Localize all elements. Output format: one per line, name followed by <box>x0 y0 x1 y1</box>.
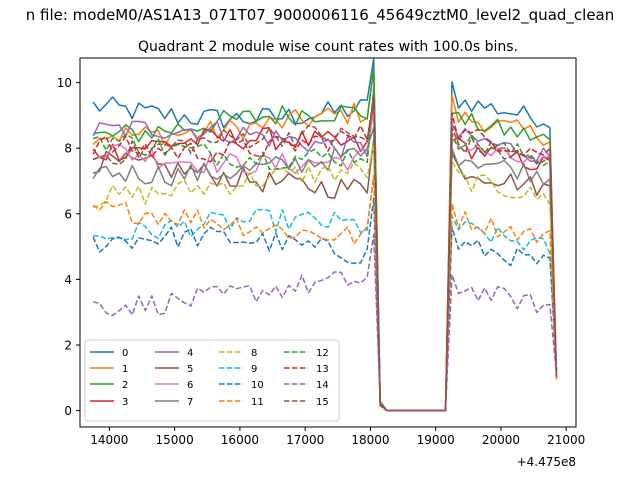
y-tick-label: 10 <box>57 76 72 90</box>
legend-label-7: 7 <box>187 397 193 408</box>
x-tick-label: 15000 <box>156 433 194 447</box>
y-tick-label: 2 <box>64 339 72 353</box>
legend-label-1: 1 <box>122 364 128 375</box>
series-lines <box>92 58 558 412</box>
legend-label-12: 12 <box>316 348 329 359</box>
legend-label-0: 0 <box>122 348 128 359</box>
series-line-4 <box>92 90 558 412</box>
legend-label-4: 4 <box>187 348 193 359</box>
series-line-7 <box>92 126 558 412</box>
legend-label-15: 15 <box>316 397 329 408</box>
plot-area <box>79 57 577 428</box>
x-offset-label: +4.475e8 <box>517 455 576 469</box>
x-tick-label: 17000 <box>286 433 324 447</box>
x-tick-label: 18000 <box>351 433 389 447</box>
x-tick-label: 20000 <box>482 433 520 447</box>
legend-label-13: 13 <box>316 364 329 375</box>
y-tick-label: 0 <box>64 404 72 418</box>
series-line-0 <box>92 58 558 412</box>
legend-label-9: 9 <box>251 364 257 375</box>
legend-label-2: 2 <box>122 380 128 391</box>
chart-title: Quadrant 2 module wise count rates with … <box>138 39 518 55</box>
axes-frame <box>79 57 577 428</box>
series-line-9 <box>93 174 558 412</box>
y-axis: 0 2 4 6 8 10 <box>57 76 80 418</box>
x-tick-label: 16000 <box>221 433 259 447</box>
series-line-8 <box>92 143 558 412</box>
legend-label-3: 3 <box>122 397 128 408</box>
series-line-14 <box>92 233 558 412</box>
series-line-15 <box>92 94 558 412</box>
x-axis: 14000 15000 16000 17000 18000 19000 20000 21000 <box>90 427 585 447</box>
figure-suptitle: n file: modeM0/AS1A13_071T07_9000006116_… <box>26 6 615 25</box>
legend-label-11: 11 <box>251 397 264 408</box>
series-line-5 <box>92 138 558 412</box>
x-tick-label: 19000 <box>417 433 455 447</box>
series-line-11 <box>92 175 558 412</box>
legend-box <box>84 339 340 422</box>
legend-label-5: 5 <box>187 364 193 375</box>
x-tick-label: 21000 <box>547 433 585 447</box>
legend-label-8: 8 <box>251 348 257 359</box>
legend-label-14: 14 <box>316 380 329 391</box>
legend-label-10: 10 <box>251 380 264 391</box>
series-line-13 <box>92 100 558 412</box>
legend-label-6: 6 <box>187 380 193 391</box>
x-tick-label: 14000 <box>90 433 128 447</box>
y-tick-label: 8 <box>64 142 72 156</box>
y-tick-label: 4 <box>64 273 72 287</box>
y-tick-label: 6 <box>64 207 72 221</box>
